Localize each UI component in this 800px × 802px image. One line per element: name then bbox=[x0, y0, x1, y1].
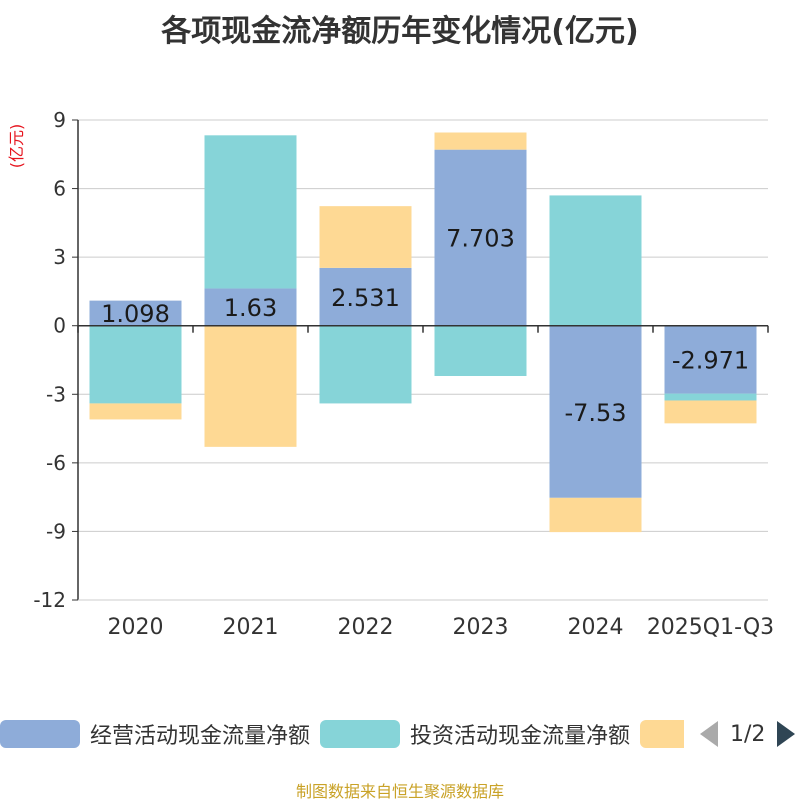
legend-page-indicator: 1/2 bbox=[730, 721, 766, 747]
bar-2024-series-1 bbox=[549, 195, 642, 326]
legend-item-financing[interactable] bbox=[640, 714, 684, 754]
bar-2022-series-1 bbox=[319, 325, 412, 404]
legend-swatch-operating bbox=[0, 720, 80, 748]
source-note: 制图数据来自恒生聚源数据库 bbox=[295, 782, 504, 801]
y-axis-title: (亿元) bbox=[7, 124, 26, 169]
bar-2022-series-2 bbox=[319, 206, 412, 268]
data-label-2023: 7.703 bbox=[446, 225, 515, 253]
legend-swatch-financing bbox=[640, 720, 684, 748]
x-tick-label: 2022 bbox=[338, 615, 394, 640]
label-layer: 1.098 1.63 2.531 7.703 -7.53 -2.971 bbox=[101, 225, 749, 427]
x-tick-label: 2025Q1-Q3 bbox=[647, 615, 774, 640]
data-label-2024: -7.53 bbox=[564, 399, 626, 427]
legend-swatch-investing bbox=[320, 720, 400, 748]
bar-2020-series-2 bbox=[89, 403, 182, 420]
bar-2024-series-2 bbox=[549, 497, 642, 533]
bar-2020-series-1 bbox=[89, 325, 182, 404]
y-tick-label: 6 bbox=[53, 177, 66, 201]
bar-2021-series-2 bbox=[204, 325, 297, 447]
legend-prev-arrow-icon[interactable] bbox=[700, 721, 718, 747]
bar-2023-series-0 bbox=[434, 149, 527, 326]
bar-2022-series-0 bbox=[319, 267, 412, 326]
y-tick-label: 9 bbox=[53, 108, 66, 132]
y-tick-label: -12 bbox=[33, 588, 66, 612]
legend-label-investing: 投资活动现金流量净额 bbox=[410, 724, 631, 749]
bar-2023-series-1 bbox=[434, 325, 527, 376]
x-tick-label: 2024 bbox=[568, 615, 624, 640]
data-label-2022: 2.531 bbox=[331, 284, 400, 312]
data-label-2020: 1.098 bbox=[101, 300, 170, 328]
legend-item-investing[interactable]: 投资活动现金流量净额 bbox=[320, 714, 630, 754]
y-tick-label: -9 bbox=[46, 519, 66, 543]
bar-layer bbox=[89, 132, 757, 533]
bar-2021-series-0 bbox=[204, 288, 297, 326]
legend-next-arrow-icon[interactable] bbox=[777, 721, 796, 747]
chart-title: 各项现金流净额历年变化情况(亿元) bbox=[161, 14, 639, 49]
y-tick-label: 3 bbox=[53, 245, 66, 269]
x-tick-label: 2023 bbox=[453, 615, 509, 640]
bar-2025Q1-Q3-series-0 bbox=[664, 325, 757, 394]
legend-pager: 1/2 bbox=[700, 714, 796, 754]
y-tick-label: -3 bbox=[46, 382, 66, 406]
axis-layer: 9 6 3 0 -3 -6 -9 -12 (亿元) 2020 2021 2022 2023 2024 202… bbox=[7, 108, 774, 640]
legend-label-operating: 经营活动现金流量净额 bbox=[90, 724, 311, 749]
y-tick-label: 0 bbox=[53, 314, 66, 338]
legend: 经营活动现金流量净额 投资活动现金流量净额 1/2 bbox=[0, 714, 800, 754]
bar-2025Q1-Q3-series-1 bbox=[664, 393, 757, 401]
bar-2024-series-0 bbox=[549, 325, 642, 498]
data-label-2021: 1.63 bbox=[224, 294, 277, 322]
legend-item-operating[interactable]: 经营活动现金流量净额 bbox=[0, 714, 310, 754]
data-label-2025Q1-Q3: -2.971 bbox=[672, 347, 749, 375]
x-tick-label: 2020 bbox=[108, 615, 164, 640]
bar-2021-series-1 bbox=[204, 135, 297, 289]
y-tick-label: -6 bbox=[46, 451, 66, 475]
bar-2025Q1-Q3-series-2 bbox=[664, 400, 757, 424]
bar-2020-series-0 bbox=[89, 300, 182, 326]
bar-2023-series-2 bbox=[434, 132, 527, 150]
x-tick-label: 2021 bbox=[223, 615, 279, 640]
